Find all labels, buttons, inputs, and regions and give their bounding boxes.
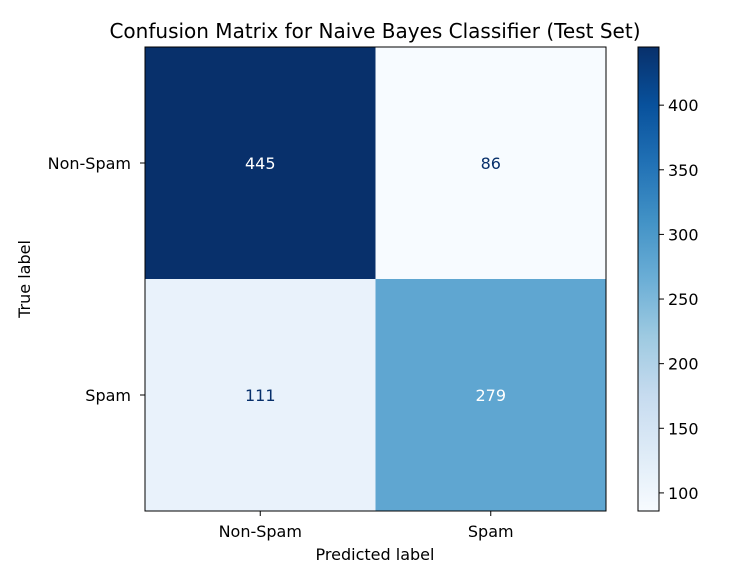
colorbar-tick-label: 250 bbox=[668, 290, 699, 309]
x-axis-label: Predicted label bbox=[316, 545, 435, 564]
colorbar-tick-label: 100 bbox=[668, 484, 699, 503]
chart-title: Confusion Matrix for Naive Bayes Classif… bbox=[109, 19, 640, 43]
heatmap-cell bbox=[375, 279, 606, 511]
cell-value-label: 111 bbox=[245, 386, 276, 405]
heatmap-cell bbox=[375, 47, 606, 279]
colorbar-tick-label: 350 bbox=[668, 161, 699, 180]
x-tick-label: Spam bbox=[468, 522, 514, 541]
heatmap-cell bbox=[145, 47, 376, 279]
x-tick-label: Non-Spam bbox=[219, 522, 302, 541]
x-axis-ticks: Non-Spam Spam bbox=[219, 511, 514, 541]
colorbar-tick-label: 400 bbox=[668, 96, 699, 115]
colorbar-tick-label: 300 bbox=[668, 225, 699, 244]
y-tick-label: Spam bbox=[85, 386, 131, 405]
y-axis-label: True label bbox=[15, 240, 34, 319]
colorbar-ticks: 100 150 200 250 300 350 400 bbox=[659, 96, 699, 503]
heatmap-frame bbox=[144, 46, 607, 512]
cell-value-labels: 445 86 111 279 bbox=[245, 154, 506, 405]
cell-value-label: 279 bbox=[475, 386, 506, 405]
colorbar-tick-label: 150 bbox=[668, 419, 699, 438]
cell-value-label: 86 bbox=[481, 154, 501, 173]
colorbar-tick-label: 200 bbox=[668, 355, 699, 374]
y-axis-ticks: Non-Spam Spam bbox=[48, 154, 145, 405]
cell-value-label: 445 bbox=[245, 154, 276, 173]
y-tick-label: Non-Spam bbox=[48, 154, 131, 173]
colorbar bbox=[637, 46, 660, 512]
heatmap-cell bbox=[145, 279, 376, 511]
heatmap-cells bbox=[145, 47, 606, 511]
